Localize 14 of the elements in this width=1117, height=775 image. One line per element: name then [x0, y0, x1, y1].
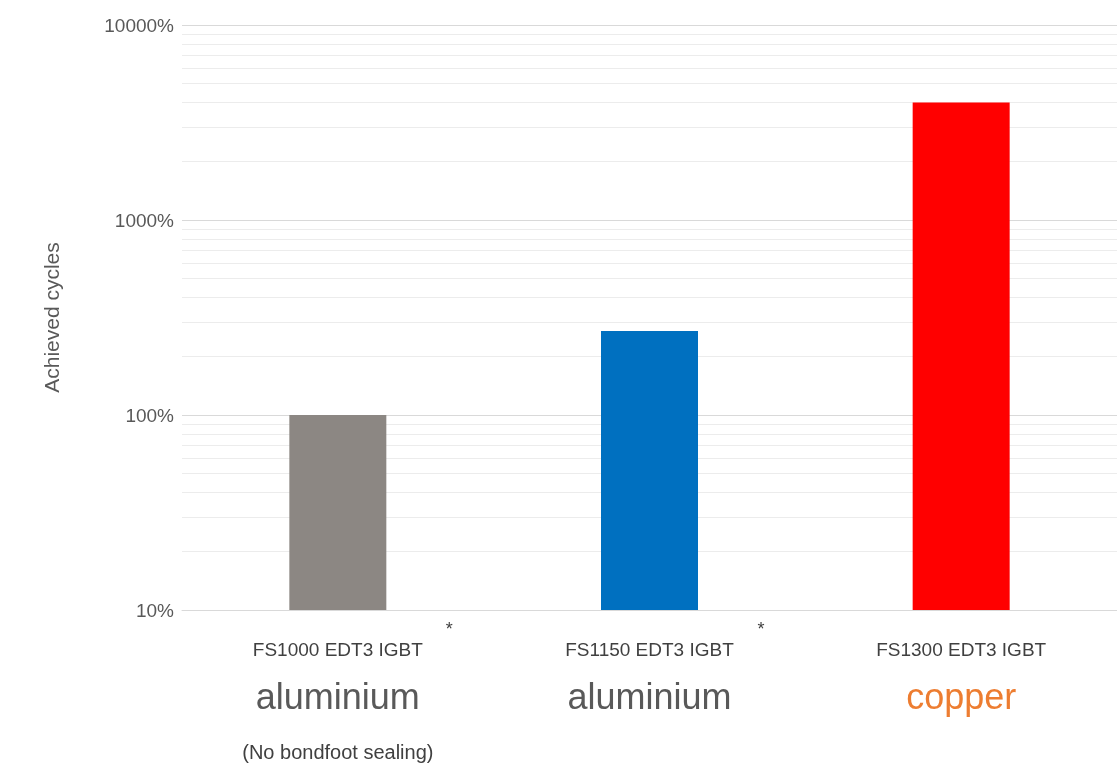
y-tick-label: 100% — [125, 404, 175, 426]
x-tick-label: FS1300 EDT3 IGBT — [876, 639, 1047, 660]
x-tick-label: FS1000 EDT3 IGBT — [252, 639, 424, 660]
text: aluminium — [567, 675, 732, 717]
y-axis-title: Achieved cycles — [40, 242, 63, 393]
y-tick-label: 10% — [135, 599, 175, 621]
text: copper — [906, 675, 1017, 717]
x-tick-label: FS1150 EDT3 IGBT — [565, 639, 735, 660]
text: * — [445, 619, 453, 639]
y-tick-label: 1000% — [114, 209, 175, 231]
y-tick-label: 10000% — [104, 14, 175, 36]
text: (No bondfoot sealing) — [242, 741, 434, 763]
text: * — [757, 619, 765, 639]
text: aluminium — [255, 675, 420, 717]
